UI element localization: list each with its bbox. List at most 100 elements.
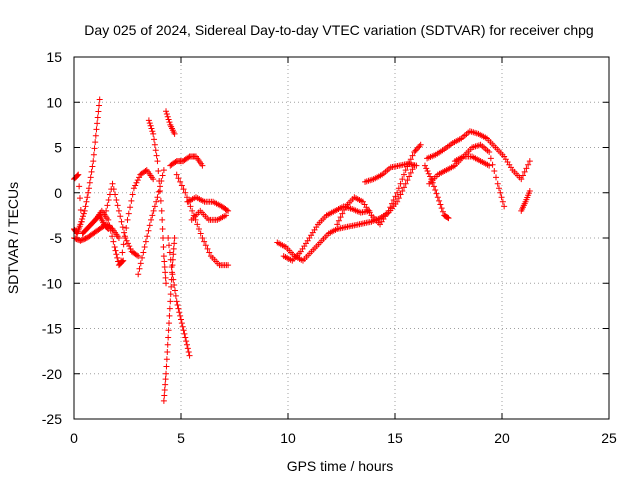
data-point <box>167 291 174 298</box>
data-point <box>154 194 161 201</box>
data-point <box>223 206 230 213</box>
data-point <box>400 184 407 191</box>
series-arc-24 <box>518 187 533 214</box>
data-point <box>436 197 443 204</box>
data-point <box>498 194 505 201</box>
series-arc-17 <box>280 203 373 264</box>
data-point <box>178 320 185 327</box>
data-point <box>166 312 173 319</box>
data-point <box>161 258 168 265</box>
data-point <box>159 172 166 179</box>
data-point <box>140 249 147 256</box>
data-point <box>519 172 526 179</box>
data-point <box>412 147 419 154</box>
data-point <box>177 178 184 185</box>
data-point <box>141 244 148 251</box>
x-tick-label: 25 <box>601 430 617 446</box>
data-point <box>491 168 498 175</box>
data-point <box>109 233 116 240</box>
data-point <box>395 195 402 202</box>
data-point <box>439 208 446 215</box>
data-points <box>71 96 533 404</box>
data-point <box>337 214 344 221</box>
data-point <box>518 176 525 183</box>
data-point <box>202 242 209 249</box>
series-arc-04 <box>92 207 127 269</box>
data-point <box>119 224 126 231</box>
data-point <box>421 162 428 169</box>
data-point <box>163 356 170 363</box>
data-point <box>423 165 430 172</box>
data-point <box>160 235 167 241</box>
data-point <box>156 177 163 184</box>
data-point <box>204 245 211 252</box>
data-point <box>77 237 84 244</box>
data-point <box>166 320 173 327</box>
data-point <box>94 114 101 121</box>
data-point <box>184 345 191 352</box>
series-arc-11 <box>163 108 178 137</box>
data-point <box>415 144 422 151</box>
data-point <box>165 116 172 123</box>
data-point <box>124 240 131 247</box>
data-point <box>129 191 136 198</box>
data-point <box>521 168 528 175</box>
data-point <box>109 180 116 187</box>
data-point <box>78 218 85 225</box>
data-point <box>160 397 167 404</box>
data-point <box>158 207 165 214</box>
data-point <box>163 111 170 118</box>
data-point <box>171 235 178 241</box>
data-point <box>407 156 414 163</box>
data-point <box>86 179 93 186</box>
data-point <box>123 237 130 244</box>
data-point <box>113 196 120 203</box>
data-point <box>171 240 178 247</box>
data-point <box>166 242 173 249</box>
data-point <box>164 113 171 120</box>
data-point <box>162 376 169 383</box>
y-tick-label: -25 <box>42 411 62 427</box>
data-point <box>106 222 113 229</box>
data-point <box>486 162 493 169</box>
data-point <box>94 120 101 127</box>
data-point <box>397 191 404 198</box>
data-point <box>130 185 137 192</box>
data-point <box>159 225 166 232</box>
data-point <box>170 245 177 252</box>
data-point <box>135 271 142 278</box>
plot-frame <box>73 56 610 420</box>
data-point <box>493 174 500 181</box>
data-point <box>103 207 110 214</box>
data-point <box>90 158 97 165</box>
data-point <box>394 198 401 205</box>
data-point <box>93 126 100 133</box>
data-point <box>96 96 103 103</box>
y-tick-label: 5 <box>54 140 62 156</box>
data-point <box>162 381 169 388</box>
series-arc-06 <box>118 167 157 264</box>
data-point <box>165 334 172 341</box>
data-point <box>132 182 139 189</box>
series-arc-21 <box>424 128 533 183</box>
data-point <box>161 392 168 399</box>
data-point <box>181 330 188 337</box>
data-point <box>166 249 173 256</box>
data-point <box>150 207 157 214</box>
data-point <box>178 316 184 323</box>
data-point <box>127 204 134 211</box>
data-point <box>182 334 189 341</box>
data-point <box>89 163 96 170</box>
data-point <box>494 180 501 187</box>
data-point <box>523 165 530 172</box>
data-point <box>501 203 508 210</box>
data-point <box>105 216 112 223</box>
data-point <box>77 206 84 213</box>
data-point <box>406 173 413 180</box>
data-point <box>162 274 169 281</box>
data-point <box>74 172 81 179</box>
chart-title: Day 025 of 2024, Sidereal Day-to-day VTE… <box>84 22 593 38</box>
data-point <box>151 136 158 143</box>
data-point <box>73 236 80 243</box>
data-point <box>525 161 532 168</box>
